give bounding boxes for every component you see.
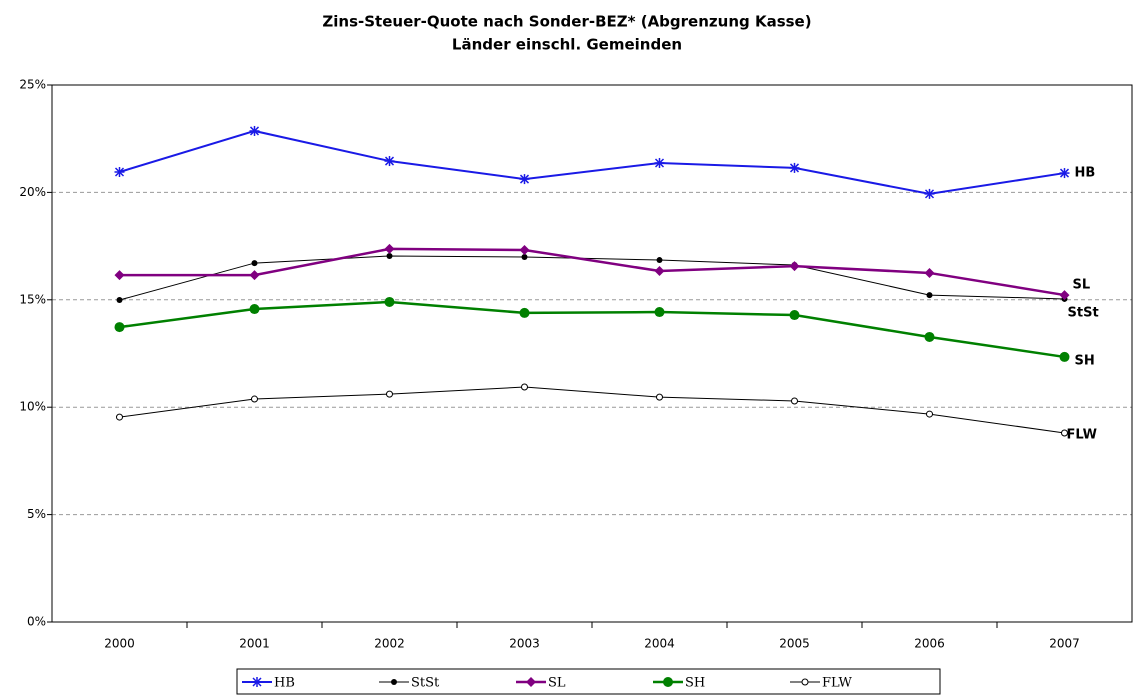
marker [386,390,393,398]
legend-box [236,668,941,695]
series-line [119,129,1065,195]
end-label: StSt [1068,305,1099,320]
legend-label: FLW [822,676,853,691]
marker [926,410,933,418]
legend-label: SH [685,676,705,691]
series-line [119,255,1065,301]
series-line [119,386,1065,434]
marker [519,307,530,318]
y-tick-label: 20% [19,185,46,199]
marker [519,174,530,185]
y-tick-label: 15% [19,292,46,306]
marker [251,395,258,403]
marker [791,397,798,405]
marker [1061,429,1068,437]
chart-subtitle: Länder einschl. Gemeinden [452,36,682,54]
plot-border [51,84,1133,623]
y-tick-label: 25% [19,78,46,92]
marker [789,310,800,321]
marker [521,383,528,391]
x-tick-label: 2005 [779,637,810,651]
marker [663,677,673,687]
end-label: HB [1075,166,1096,181]
marker [391,679,397,685]
legend-label: StSt [411,676,440,691]
legend-label: SL [548,676,566,691]
marker [384,156,395,167]
marker [656,257,663,264]
marker [924,267,935,278]
y-tick-label: 0% [27,615,46,629]
marker [384,296,395,307]
marker [521,254,528,261]
marker [249,125,260,136]
marker [924,331,935,342]
marker [114,270,125,281]
marker [526,677,536,687]
marker [519,244,530,255]
marker [252,677,262,687]
end-label: SH [1075,353,1095,368]
marker [116,413,123,421]
end-label: FLW [1067,427,1098,442]
marker [926,292,933,299]
marker [114,166,125,177]
marker [386,252,393,259]
marker [249,304,260,315]
marker [654,157,665,168]
marker [1059,290,1070,301]
marker [1059,168,1070,179]
marker [789,261,800,272]
y-tick-label: 10% [19,400,46,414]
marker [116,297,123,304]
end-label: SL [1073,278,1091,293]
chart-title: Zins-Steuer-Quote nach Sonder-BEZ* (Abgr… [322,13,811,31]
x-tick-label: 2002 [374,637,405,651]
marker [924,188,935,199]
marker [654,307,665,318]
x-tick-label: 2006 [914,637,945,651]
marker [384,243,395,254]
legend-label: HB [274,676,295,691]
marker [789,162,800,173]
marker [656,393,663,401]
series-line [119,247,1065,297]
marker [1059,351,1070,362]
marker [249,270,260,281]
x-tick-label: 2000 [104,637,135,651]
x-tick-label: 2004 [644,637,675,651]
marker [654,266,665,277]
series-line [119,300,1065,359]
marker [251,260,258,267]
x-tick-label: 2001 [239,637,270,651]
marker [114,322,125,333]
x-tick-label: 2007 [1049,637,1080,651]
marker [801,678,809,686]
y-tick-label: 5% [27,507,46,521]
x-tick-label: 2003 [509,637,540,651]
